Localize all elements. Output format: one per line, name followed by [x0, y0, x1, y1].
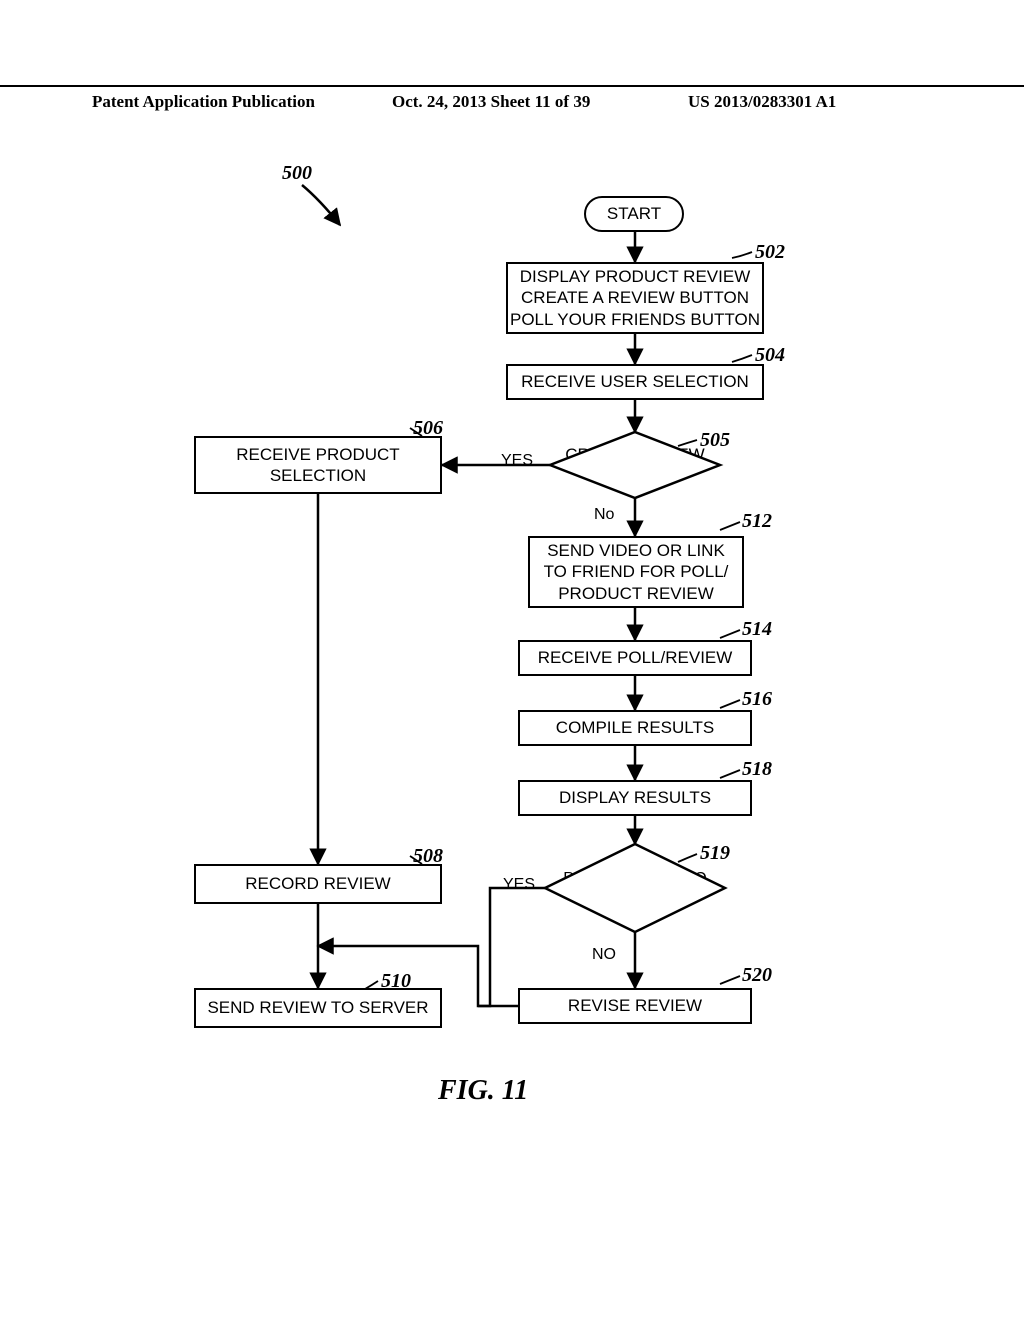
box-520: REVISE REVIEW — [518, 988, 752, 1024]
ref-506: 506 — [413, 417, 443, 440]
box-506-l2: SELECTION — [270, 465, 366, 486]
svg-overlay — [0, 0, 1024, 1320]
box-518-text: DISPLAY RESULTS — [559, 787, 711, 808]
box-516-text: COMPILE RESULTS — [556, 717, 714, 738]
box-504-text: RECEIVE USER SELECTION — [521, 371, 749, 392]
header-left: Patent Application Publication — [92, 92, 315, 112]
ref-512: 512 — [742, 510, 772, 533]
diamond-505-l2: ? — [630, 465, 639, 484]
diamond-519-l2: POLL RESULTS TO — [563, 870, 706, 887]
diamond-519-l4: ? — [631, 907, 640, 924]
header-center: Oct. 24, 2013 Sheet 11 of 39 — [392, 92, 590, 112]
box-506: RECEIVE PRODUCT SELECTION — [194, 436, 442, 494]
box-512: SEND VIDEO OR LINK TO FRIEND FOR POLL/ P… — [528, 536, 744, 608]
diamond-505-text: CREATE REVIEW ? — [545, 445, 725, 486]
header-rule — [0, 85, 1024, 87]
box-514-text: RECEIVE POLL/REVIEW — [538, 647, 733, 668]
box-504: RECEIVE USER SELECTION — [506, 364, 764, 400]
ref-518: 518 — [742, 758, 772, 781]
box-516: COMPILE RESULTS — [518, 710, 752, 746]
start-text: START — [607, 204, 661, 224]
ref-519: 519 — [700, 842, 730, 865]
ref-510: 510 — [381, 970, 411, 993]
label-yes-505: YES — [501, 452, 533, 470]
ref-500: 500 — [282, 162, 312, 185]
box-518: DISPLAY RESULTS — [518, 780, 752, 816]
diamond-519-l1: ADD — [618, 852, 652, 869]
box-514: RECEIVE POLL/REVIEW — [518, 640, 752, 676]
box-512-l3: PRODUCT REVIEW — [558, 583, 714, 604]
box-502: DISPLAY PRODUCT REVIEW CREATE A REVIEW B… — [506, 262, 764, 334]
ref-502: 502 — [755, 241, 785, 264]
header-right: US 2013/0283301 A1 — [688, 92, 836, 112]
box-520-text: REVISE REVIEW — [568, 995, 702, 1016]
page: Patent Application Publication Oct. 24, … — [0, 0, 1024, 1320]
ref-508: 508 — [413, 845, 443, 868]
figure-caption: FIG. 11 — [438, 1075, 528, 1107]
diamond-519-l3: REVIEW — [603, 889, 666, 906]
label-no-505: No — [594, 506, 614, 524]
ref-514: 514 — [742, 618, 772, 641]
diamond-519-text: ADD POLL RESULTS TO REVIEW ? — [545, 852, 725, 926]
diamond-505-l1: CREATE REVIEW — [565, 445, 704, 464]
ref-516: 516 — [742, 688, 772, 711]
ref-504: 504 — [755, 344, 785, 367]
box-502-l1: DISPLAY PRODUCT REVIEW — [520, 266, 751, 287]
label-no-519: NO — [592, 946, 616, 964]
box-510: SEND REVIEW TO SERVER — [194, 988, 442, 1028]
ref-505: 505 — [700, 429, 730, 452]
ref-520: 520 — [742, 964, 772, 987]
label-yes-519: YES — [503, 876, 535, 894]
start-terminal: START — [584, 196, 684, 232]
box-506-l1: RECEIVE PRODUCT — [236, 444, 399, 465]
box-510-text: SEND REVIEW TO SERVER — [207, 997, 428, 1018]
box-502-l3: POLL YOUR FRIENDS BUTTON — [510, 309, 760, 330]
box-502-l2: CREATE A REVIEW BUTTON — [521, 287, 749, 308]
box-512-l2: TO FRIEND FOR POLL/ — [544, 561, 729, 582]
box-512-l1: SEND VIDEO OR LINK — [547, 540, 725, 561]
box-508-text: RECORD REVIEW — [245, 873, 390, 894]
box-508: RECORD REVIEW — [194, 864, 442, 904]
